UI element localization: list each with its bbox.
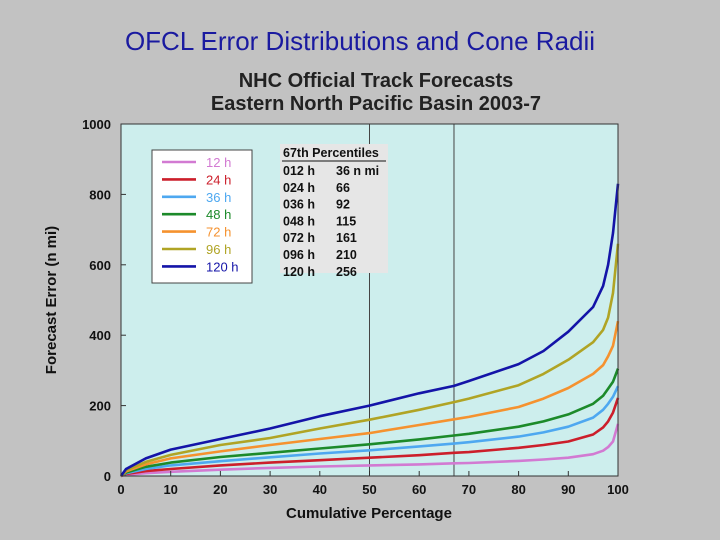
y-tick-label: 0 (104, 469, 111, 484)
slide-title: OFCL Error Distributions and Cone Radii (124, 26, 596, 56)
percentile-row-hour: 036 h (283, 198, 315, 212)
y-tick-label: 600 (89, 258, 111, 273)
percentile-row-value: 36 n mi (336, 164, 379, 178)
series-line-24h (120, 397, 620, 478)
legend-label: 120 h (206, 259, 239, 274)
y-tick-label: 400 (89, 328, 111, 343)
x-tick-label: 50 (362, 482, 376, 497)
percentile-row-value: 115 (336, 214, 356, 228)
y-tick-label: 1000 (82, 117, 111, 132)
y-tick-label: 200 (89, 399, 111, 414)
series-line-96h (120, 243, 620, 477)
percentile-table: 67th Percentiles 012 h 36 n mi 024 h 66 036 h… (280, 144, 388, 279)
chart-subtitle: Eastern North Pacific Basin 2003-7 (211, 93, 541, 115)
y-tick-label: 800 (89, 187, 111, 202)
percentile-row-value: 92 (336, 198, 350, 212)
legend-label: 36 h (206, 190, 231, 205)
legend-label: 72 h (206, 225, 231, 240)
percentile-row-value: 210 (336, 248, 357, 262)
x-tick-label: 90 (561, 482, 575, 497)
percentile-table-box (280, 144, 388, 273)
percentile-row-hour: 096 h (283, 248, 315, 262)
percentile-row-hour: 024 h (283, 181, 315, 195)
legend-label: 12 h (206, 155, 231, 170)
percentile-row-hour: 072 h (283, 231, 315, 245)
percentile-row-hour: 048 h (283, 214, 315, 228)
percentile-row-value: 66 (336, 181, 350, 195)
x-tick-label: 40 (313, 482, 327, 497)
x-tick-label: 100 (607, 482, 629, 497)
x-tick-label: 80 (511, 482, 525, 497)
x-tick-label: 60 (412, 482, 426, 497)
x-tick-label: 20 (213, 482, 227, 497)
series-line-48h (120, 368, 620, 478)
x-tick-label: 70 (462, 482, 476, 497)
x-tick-label: 10 (163, 482, 177, 497)
percentile-row-hour: 012 h (283, 164, 315, 178)
x-tick-label: 0 (117, 482, 124, 497)
percentile-row-hour: 120 h (283, 265, 315, 279)
chart-title: NHC Official Track Forecasts (239, 70, 514, 92)
percentile-table-title: 67th Percentiles (283, 146, 379, 160)
legend-label: 24 h (206, 172, 231, 187)
percentile-row-value: 256 (336, 265, 357, 279)
legend-label: 48 h (206, 207, 231, 222)
legend-label: 96 h (206, 242, 231, 257)
x-axis-label: Cumulative Percentage (286, 505, 452, 522)
y-axis-label: Forecast Error (n mi) (43, 226, 60, 374)
legend-box (151, 149, 253, 284)
series-line-120h (119, 183, 620, 477)
x-tick-label: 30 (263, 482, 277, 497)
percentile-row-value: 161 (336, 231, 357, 245)
series-line-72h (120, 320, 620, 477)
series-line-36h (120, 385, 620, 478)
legend: 12 h 24 h 36 h 48 h 72 h 96 h 120 h (151, 149, 253, 284)
